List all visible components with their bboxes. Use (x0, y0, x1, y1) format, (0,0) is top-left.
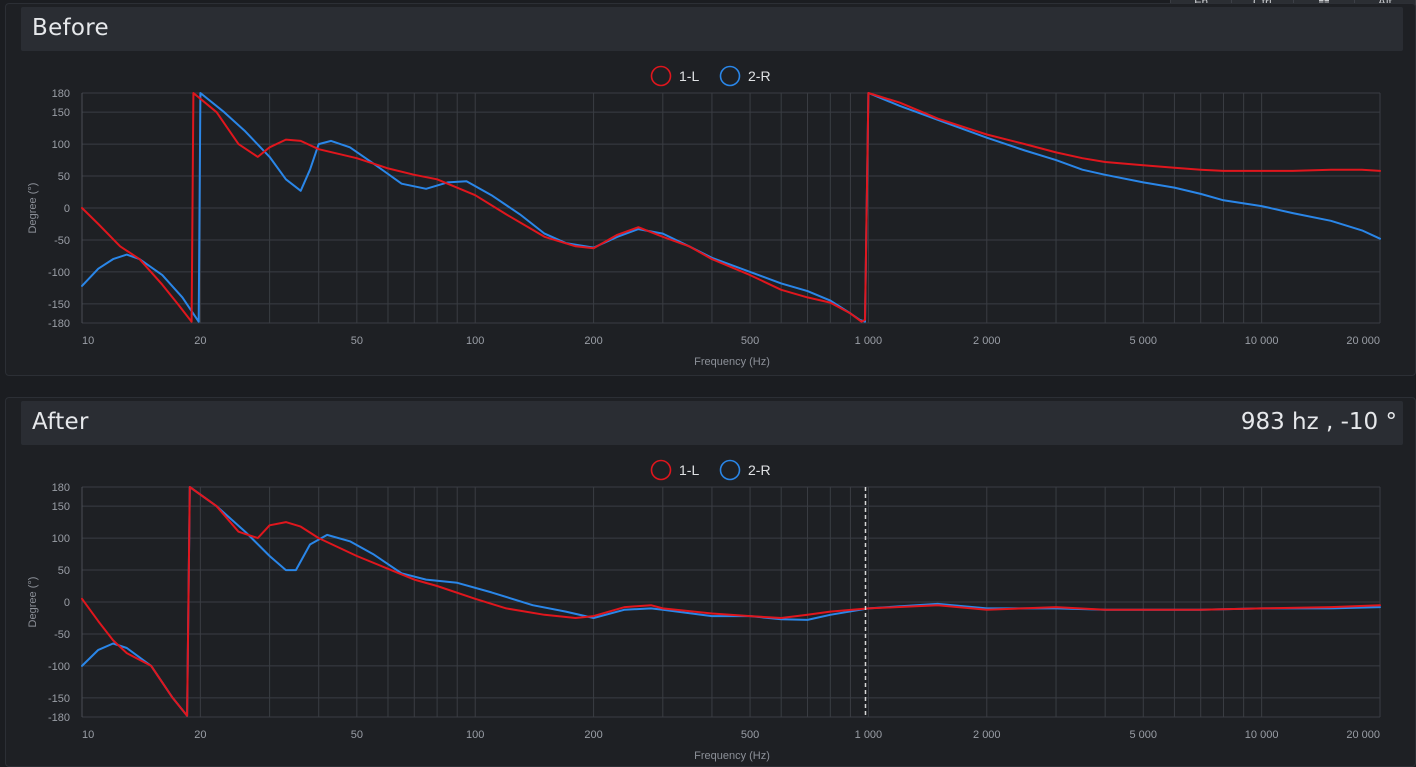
x-tick-label: 2 000 (973, 729, 1001, 741)
x-tick-label: 10 (82, 729, 94, 741)
cursor-readout: 983 hz , -10 ° (1240, 409, 1397, 435)
series-line-1-L (81, 92, 1381, 323)
x-tick-label: 2 000 (973, 335, 1001, 347)
grid (81, 92, 1381, 324)
y-tick-label: 0 (64, 597, 70, 609)
x-tick-label: 10 000 (1245, 729, 1279, 741)
y-axis-title: Degree (°) (27, 577, 39, 628)
y-tick-label: -180 (48, 712, 70, 724)
x-tick-label: 500 (741, 729, 759, 741)
x-tick-label: 500 (741, 335, 759, 347)
y-tick-label: 100 (52, 139, 70, 151)
legend: 1-L 2-R (650, 459, 771, 481)
panel-title: Before (32, 15, 109, 41)
y-tick-label: 100 (52, 533, 70, 545)
y-tick-label: -180 (48, 318, 70, 330)
y-tick-label: -50 (54, 235, 70, 247)
x-tick-label: 20 (194, 729, 206, 741)
before-panel-header: Before (21, 7, 1403, 51)
x-tick-label: 200 (584, 729, 602, 741)
x-tick-label: 50 (351, 729, 363, 741)
before-panel: Before 180 150 100 50 0 -50 -100 -150 -180 10 20 50… (5, 3, 1416, 376)
x-tick-label: 50 (351, 335, 363, 347)
legend: 1-L 2-R (650, 65, 771, 87)
y-tick-label: -100 (48, 661, 70, 673)
x-tick-label: 1 000 (855, 335, 883, 347)
legend-label[interactable]: 1-L (679, 462, 699, 478)
y-tick-label: 150 (52, 107, 70, 119)
grid (81, 486, 1381, 718)
y-axis-title: Degree (°) (27, 183, 39, 234)
after-panel: After 983 hz , -10 ° 180 150 100 50 0 -50 -100… (5, 397, 1416, 767)
y-tick-label: 50 (58, 171, 70, 183)
x-axis-title: Frequency (Hz) (694, 356, 770, 368)
x-axis-title: Frequency (Hz) (694, 750, 770, 762)
legend-swatch[interactable] (719, 65, 741, 87)
y-tick-label: -150 (48, 693, 70, 705)
series-line-2-R (81, 486, 1381, 717)
x-tick-label: 10 000 (1245, 335, 1279, 347)
x-tick-label: 20 (194, 335, 206, 347)
y-tick-label: 180 (52, 88, 70, 100)
x-tick-label: 5 000 (1129, 729, 1157, 741)
y-tick-label: 0 (64, 203, 70, 215)
x-tick-label: 20 000 (1346, 729, 1380, 741)
y-tick-label: -100 (48, 267, 70, 279)
x-tick-label: 20 000 (1346, 335, 1380, 347)
legend-swatch[interactable] (650, 459, 672, 481)
legend-swatch[interactable] (650, 65, 672, 87)
legend-label[interactable]: 2-R (748, 462, 771, 478)
y-tick-label: 50 (58, 565, 70, 577)
x-tick-label: 1 000 (855, 729, 883, 741)
x-tick-label: 200 (584, 335, 602, 347)
x-tick-label: 10 (82, 335, 94, 347)
x-tick-label: 100 (466, 729, 484, 741)
series-line-1-L (81, 486, 1381, 717)
x-tick-label: 5 000 (1129, 335, 1157, 347)
y-tick-label: 180 (52, 482, 70, 494)
y-tick-label: -150 (48, 299, 70, 311)
legend-label[interactable]: 1-L (679, 68, 699, 84)
y-tick-label: 150 (52, 501, 70, 513)
legend-swatch[interactable] (719, 459, 741, 481)
y-tick-label: -50 (54, 629, 70, 641)
panel-title: After (32, 409, 89, 435)
series-line-2-R (81, 92, 1381, 323)
legend-label[interactable]: 2-R (748, 68, 771, 84)
x-tick-label: 100 (466, 335, 484, 347)
after-panel-header: After 983 hz , -10 ° (21, 401, 1403, 445)
